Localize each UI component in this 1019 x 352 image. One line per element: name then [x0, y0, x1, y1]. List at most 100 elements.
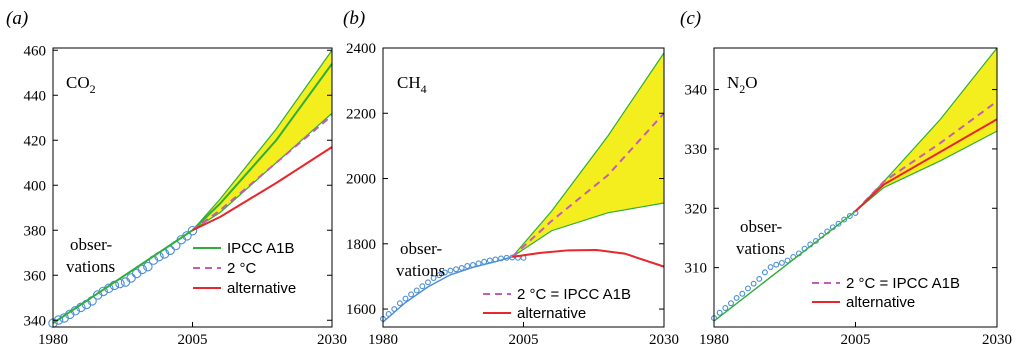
observation-point [413, 287, 420, 294]
series-line-1 [854, 100, 998, 212]
panel-label: (a) [6, 8, 28, 29]
uncertainty-band [192, 50, 332, 231]
panel-3: 310 320 330 340 1980 2005 2030 (c) N2O obser-vati… [680, 8, 1012, 348]
band-lower-edge [855, 130, 998, 212]
y-tick-label: 320 [685, 201, 708, 217]
x-tick-label: 1980 [368, 332, 398, 348]
observation-point [143, 261, 153, 272]
observation-point [408, 291, 415, 298]
uncertainty-band [855, 48, 997, 212]
series-line-1 [512, 248, 665, 268]
y-tick-label: 1600 [346, 302, 376, 318]
gas-label-main: N [727, 73, 739, 92]
legend-label: 2 °C = IPCC A1B [517, 286, 631, 303]
observation-point [846, 213, 853, 219]
y-tick-label: 2400 [346, 41, 376, 57]
legend-label: alternative [227, 280, 296, 297]
series-line-0 [52, 63, 333, 325]
observations-label: vations [396, 261, 445, 280]
panel-label: (c) [680, 8, 701, 29]
y-tick-label: 460 [24, 43, 47, 59]
series-line-1 [191, 114, 333, 232]
gas-label-main: CO [66, 73, 90, 92]
observation-point [835, 220, 842, 227]
observation-point [784, 257, 791, 264]
observations-label: obser- [740, 217, 782, 236]
x-tick-label: 2030 [982, 332, 1012, 348]
legend: IPCC A1B 2 °C alternative [193, 240, 296, 297]
x-tick-label: 2030 [317, 332, 347, 348]
legend-label: 2 °C = IPCC A1B [846, 275, 960, 292]
x-tick-label: 2005 [841, 332, 871, 348]
observation-point [137, 264, 148, 275]
observation-point [187, 225, 198, 236]
legend-label: IPCC A1B [227, 240, 295, 257]
x-tick-label: 1980 [699, 332, 729, 348]
legend-label: alternative [517, 305, 586, 322]
y-tick-label: 2200 [346, 106, 376, 122]
y-tick-label: 310 [685, 261, 708, 277]
x-tick-label: 2005 [509, 332, 539, 348]
y-tick-label: 440 [24, 88, 47, 104]
series-line-2 [382, 256, 513, 323]
legend-label: 2 °C [227, 260, 257, 277]
gas-label: CO2 [66, 73, 96, 96]
observation-point [739, 290, 746, 297]
observations-label: obser- [400, 239, 442, 258]
observation-point [722, 305, 729, 311]
observations-label: vations [736, 239, 785, 258]
gas-label: CH4 [397, 73, 427, 96]
y-tick-label: 340 [685, 83, 708, 99]
gas-label-main: CH [397, 73, 421, 92]
observation-point [436, 272, 443, 279]
gas-label-subscript: 2 [739, 82, 745, 96]
observation-point [756, 275, 763, 282]
observation-point [716, 309, 723, 316]
observation-point [841, 216, 848, 223]
observations-label: obser- [70, 235, 112, 254]
observation-point [728, 300, 734, 307]
observation-point [464, 263, 471, 269]
gas-label: N2O [727, 73, 758, 96]
observation-point [396, 300, 403, 307]
series-line-0 [713, 210, 856, 322]
observation-point [761, 269, 768, 276]
observation-point [733, 294, 740, 301]
observation-point [441, 269, 448, 276]
y-tick-label: 420 [24, 133, 47, 149]
observation-point [750, 280, 757, 287]
y-tick-label: 400 [24, 178, 47, 194]
band-lower-edge [511, 202, 665, 258]
panel-2: 1600 1800 2000 2200 2400 1980 2005 2030 (b) CH4 ob… [343, 8, 679, 348]
y-tick-label: 380 [24, 223, 47, 239]
y-tick-label: 330 [685, 142, 708, 158]
observation-point [126, 273, 136, 283]
legend: 2 °C = IPCC A1B alternative [812, 275, 960, 311]
observation-point [778, 259, 785, 266]
series-line-0 [511, 112, 665, 258]
observation-point [767, 264, 774, 270]
series-line-2 [192, 146, 333, 232]
series-line-2 [854, 118, 998, 212]
uncertainty-band [512, 52, 664, 257]
observation-point [773, 261, 780, 268]
y-tick-label: 1800 [346, 237, 376, 253]
y-tick-label: 340 [24, 313, 47, 329]
panel-1: 340 360 380 400 420 440 460 1980 2005 2030 (a) CO2 o… [6, 8, 347, 348]
band-upper-edge [192, 49, 333, 231]
observation-point [447, 267, 454, 274]
observation-point [402, 295, 409, 302]
legend: 2 °C = IPCC A1B alternative [483, 286, 631, 322]
observation-point [458, 264, 465, 271]
x-tick-label: 1980 [38, 332, 68, 348]
y-tick-label: 2000 [346, 172, 376, 188]
band-upper-edge [511, 52, 665, 258]
observation-point [745, 285, 751, 292]
observations-label: vations [66, 257, 115, 276]
band-upper-edge [855, 47, 998, 212]
observation-point [498, 255, 504, 262]
x-tick-label: 2030 [649, 332, 679, 348]
gas-label-subscript: 2 [90, 82, 96, 96]
x-tick-label: 2005 [178, 332, 208, 348]
